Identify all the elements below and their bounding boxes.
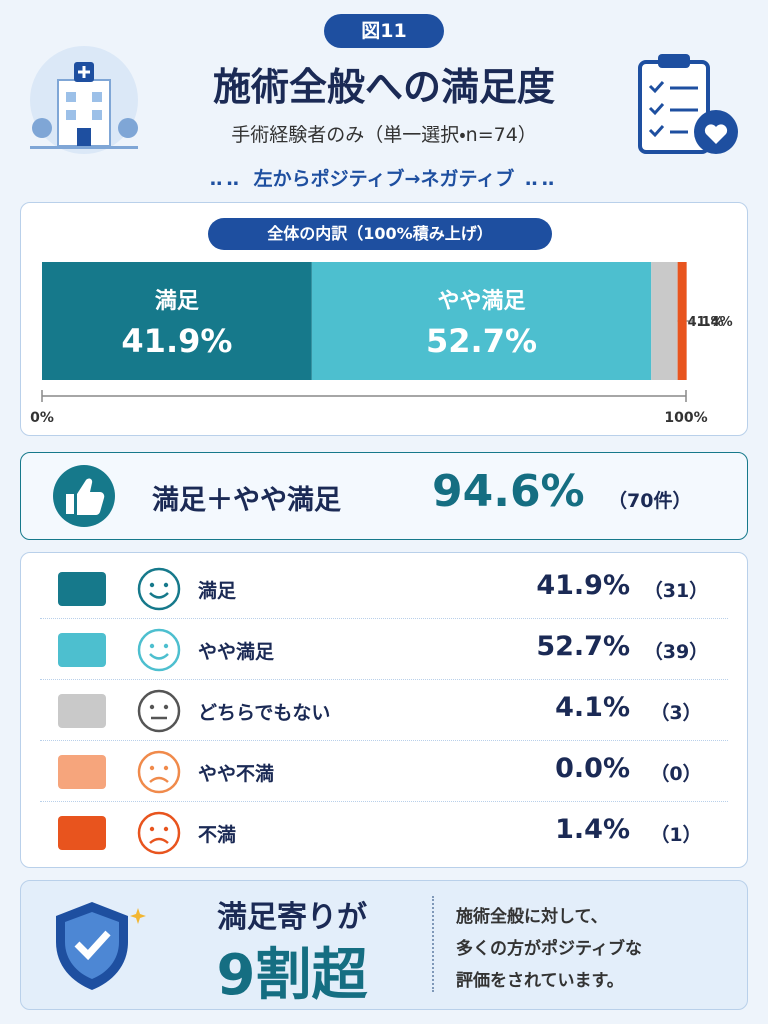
legend-name: 不満 (198, 824, 237, 846)
legend-count: （39） (643, 641, 709, 663)
figure-badge: 図11 (324, 14, 444, 48)
face-eye (149, 704, 155, 710)
face-eye (149, 826, 155, 832)
face-icon (137, 689, 181, 733)
legend-value: 41.9% (536, 570, 630, 601)
face-outline (137, 628, 181, 672)
legend-panel (20, 552, 748, 868)
face-outline (137, 689, 181, 733)
legend-swatch (58, 816, 106, 850)
conclusion-note: 多くの方がポジティブな (456, 939, 642, 959)
face-eye (163, 765, 169, 771)
direction-note: ‥‥ 左からポジティブ→ネガティブ ‥‥ (209, 168, 559, 190)
thumbs-up-icon (53, 465, 115, 527)
face-mouth (149, 653, 169, 660)
face-eye (163, 704, 169, 710)
clipboard-icon (638, 54, 738, 154)
divider (432, 896, 434, 992)
face-eye (163, 643, 169, 649)
summary-label: 満足＋やや満足 (152, 485, 341, 516)
face-eye (149, 582, 155, 588)
face-icon (137, 811, 181, 855)
segment-value: 4.1% (688, 315, 724, 330)
row-divider (40, 618, 728, 619)
legend-value: 1.4% (555, 814, 630, 845)
face-mouth (149, 776, 169, 783)
segment-category: 満足 (155, 288, 199, 314)
bar-segment (311, 262, 652, 380)
legend-count: （3） (650, 702, 702, 724)
segment-value: 52.7% (426, 322, 537, 360)
title: 施術全般への満足度 (212, 65, 555, 109)
conclusion-note: 施術全般に対して、 (456, 907, 608, 927)
legend-name: 満足 (198, 580, 237, 602)
conclusion-note: 評価をされています。 (456, 971, 624, 991)
subtitle: 手術経験者のみ（単一選択・n=74） (231, 124, 537, 146)
legend-swatch (58, 694, 106, 728)
face-outline (137, 567, 181, 611)
summary-panel (20, 452, 748, 540)
segment-value: 41.9% (121, 322, 232, 360)
conclusion-panel (20, 880, 748, 1010)
legend-count: （1） (650, 824, 702, 846)
legend-value: 0.0% (555, 753, 630, 784)
face-icon (137, 750, 181, 794)
direction-text: 左からポジティブ→ネガティブ (253, 168, 515, 190)
legend-count: （31） (643, 580, 709, 602)
segment-value: 1.4% (697, 315, 733, 330)
segment-category: やや満足 (438, 288, 526, 314)
legend-rows: 満足 41.9% （31） やや満足 52.7% （39） どちらでもない 4.1% （3） やや… (0, 552, 768, 866)
face-outline (137, 750, 181, 794)
bar-segment (677, 262, 687, 380)
legend-swatch (58, 572, 106, 606)
shield-icon (56, 902, 146, 990)
legend-name: やや満足 (198, 641, 275, 663)
bar-segment (42, 262, 312, 380)
row-divider (40, 679, 728, 680)
conclusion-emphasis: 9割超 (216, 943, 368, 1008)
hospital-icon (30, 46, 138, 154)
face-mouth (149, 592, 169, 599)
summary-count: （70件） (608, 490, 692, 512)
legend-name: どちらでもない (198, 702, 331, 724)
legend-count: （0） (650, 763, 702, 785)
legend-value: 4.1% (555, 692, 630, 723)
face-eye (163, 582, 169, 588)
legend-swatch (58, 755, 106, 789)
legend-name: やや不満 (198, 763, 275, 785)
face-eye (149, 643, 155, 649)
legend-swatch (58, 633, 106, 667)
face-mouth (149, 837, 169, 844)
x-tick-label: 0% (30, 410, 54, 426)
stacked-bar-chart: 満足 41.9% やや満足 52.7% 4.1%1.4% 0% 100% (30, 262, 733, 426)
row-divider (40, 801, 728, 802)
face-eye (163, 826, 169, 832)
legend-value: 52.7% (536, 631, 630, 662)
row-divider (40, 740, 728, 741)
x-tick-label: 100% (664, 410, 707, 426)
bar-segment (651, 262, 678, 380)
summary-value: 94.6% (432, 466, 585, 517)
face-outline (137, 811, 181, 855)
face-eye (149, 765, 155, 771)
conclusion-headline: 満足寄りが (217, 900, 367, 935)
face-icon (137, 628, 181, 672)
chart-title: 全体の内訳（100%積み上げ） (208, 218, 552, 250)
face-icon (137, 567, 181, 611)
